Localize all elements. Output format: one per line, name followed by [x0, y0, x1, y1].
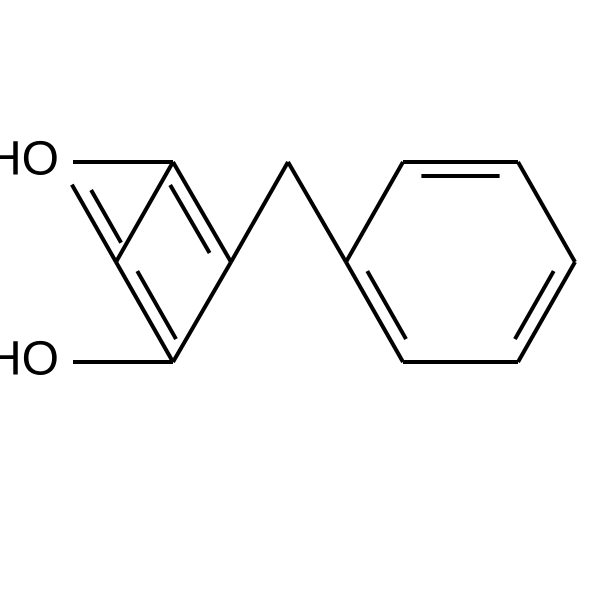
atom-label: HO	[0, 333, 59, 386]
bond	[91, 190, 121, 243]
atom-labels-layer: HO HO	[0, 133, 59, 386]
bond	[173, 262, 231, 362]
bond	[116, 262, 173, 362]
chemical-structure-diagram: HO HO	[0, 0, 600, 600]
bond	[515, 271, 554, 339]
bond	[346, 262, 403, 362]
bond	[173, 162, 231, 262]
bond	[518, 162, 575, 262]
bond	[518, 262, 575, 362]
bond	[137, 271, 176, 339]
bond	[367, 271, 406, 339]
bond	[170, 185, 209, 253]
bond	[346, 162, 403, 262]
bond	[288, 162, 346, 262]
atom-label: HO	[0, 133, 59, 186]
bond	[231, 162, 288, 262]
bond	[116, 162, 173, 262]
bonds-layer	[72, 162, 575, 362]
